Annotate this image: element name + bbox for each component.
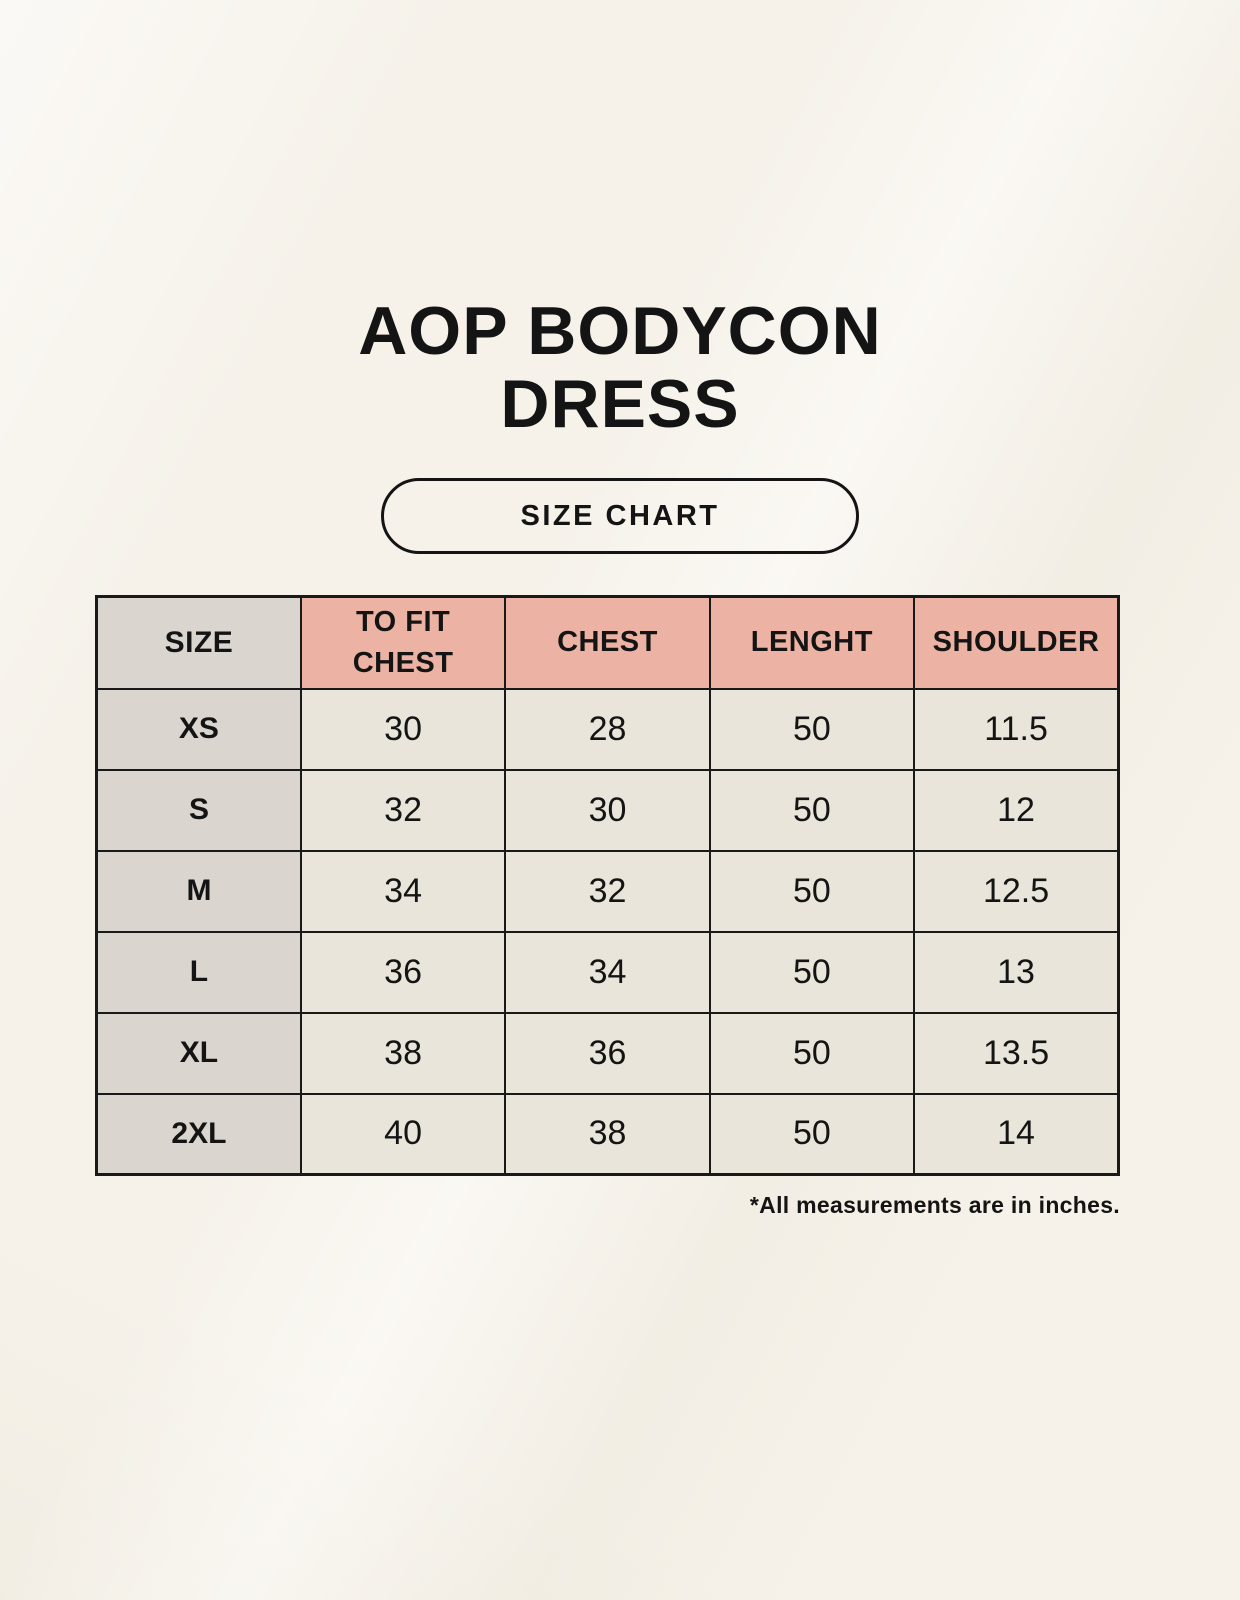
size-chart-badge: SIZE CHART: [381, 478, 859, 554]
table-row: 2XL 40 38 50 14: [95, 1092, 1120, 1176]
size-chart-table-head: SIZE TO FIT CHEST CHEST LENGHT SHOULDER: [95, 595, 1120, 690]
table-row: L 36 34 50 13: [95, 930, 1120, 1014]
measurement-cell: 50: [708, 768, 916, 852]
page-title-line1: AOP BODYCON: [358, 293, 882, 369]
size-label-cell: 2XL: [95, 1092, 302, 1176]
measurement-cell: 32: [299, 768, 507, 852]
measurement-cell: 30: [504, 768, 711, 852]
measurements-footnote: *All measurements are in inches.: [749, 1192, 1120, 1218]
size-chart-badge-label: SIZE CHART: [520, 499, 720, 532]
size-label-cell: M: [95, 849, 302, 933]
measurement-cell: 32: [504, 849, 711, 933]
measurement-cell: 34: [299, 849, 507, 933]
header-cell: CHEST: [504, 595, 711, 690]
measurement-cell: 50: [708, 687, 916, 771]
table-row: M 34 32 50 12.5: [95, 849, 1120, 933]
measurement-cell: 11.5: [913, 687, 1120, 771]
size-label-cell: XS: [95, 687, 302, 771]
header-cell: SHOULDER: [913, 595, 1120, 690]
size-chart-table: SIZE TO FIT CHEST CHEST LENGHT SHOULDER XS 30…: [95, 595, 1120, 1176]
measurement-cell: 28: [504, 687, 711, 771]
measurement-cell: 12.5: [913, 849, 1120, 933]
table-row: XL 38 36 50 13.5: [95, 1011, 1120, 1095]
measurement-cell: 13.5: [913, 1011, 1120, 1095]
measurement-cell: 40: [299, 1092, 507, 1176]
measurement-cell: 36: [504, 1011, 711, 1095]
header-cell-size: SIZE: [95, 595, 302, 690]
measurement-cell: 50: [708, 930, 916, 1014]
measurement-cell: 14: [913, 1092, 1120, 1176]
size-label-cell: S: [95, 768, 302, 852]
page-title: AOP BODYCON DRESS: [0, 295, 1240, 441]
measurement-cell: 50: [708, 1011, 916, 1095]
header-cell: LENGHT: [708, 595, 916, 690]
header-row: SIZE TO FIT CHEST CHEST LENGHT SHOULDER: [95, 595, 1120, 690]
table-row: S 32 30 50 12: [95, 768, 1120, 852]
measurement-cell: 30: [299, 687, 507, 771]
measurement-cell: 34: [504, 930, 711, 1014]
measurement-cell: 50: [708, 849, 916, 933]
measurement-cell: 12: [913, 768, 1120, 852]
size-chart-table-body: XS 30 28 50 11.5 S 32 30 50 12 M 34 32 50 12.5 L 36 34 50 1…: [95, 687, 1120, 1176]
measurement-cell: 38: [504, 1092, 711, 1176]
measurement-cell: 36: [299, 930, 507, 1014]
measurement-cell: 38: [299, 1011, 507, 1095]
table-row: XS 30 28 50 11.5: [95, 687, 1120, 771]
size-label-cell: L: [95, 930, 302, 1014]
size-label-cell: XL: [95, 1011, 302, 1095]
page-title-line2: DRESS: [500, 365, 740, 442]
measurement-cell: 50: [708, 1092, 916, 1176]
header-cell: TO FIT CHEST: [299, 595, 507, 690]
measurement-cell: 13: [913, 930, 1120, 1014]
